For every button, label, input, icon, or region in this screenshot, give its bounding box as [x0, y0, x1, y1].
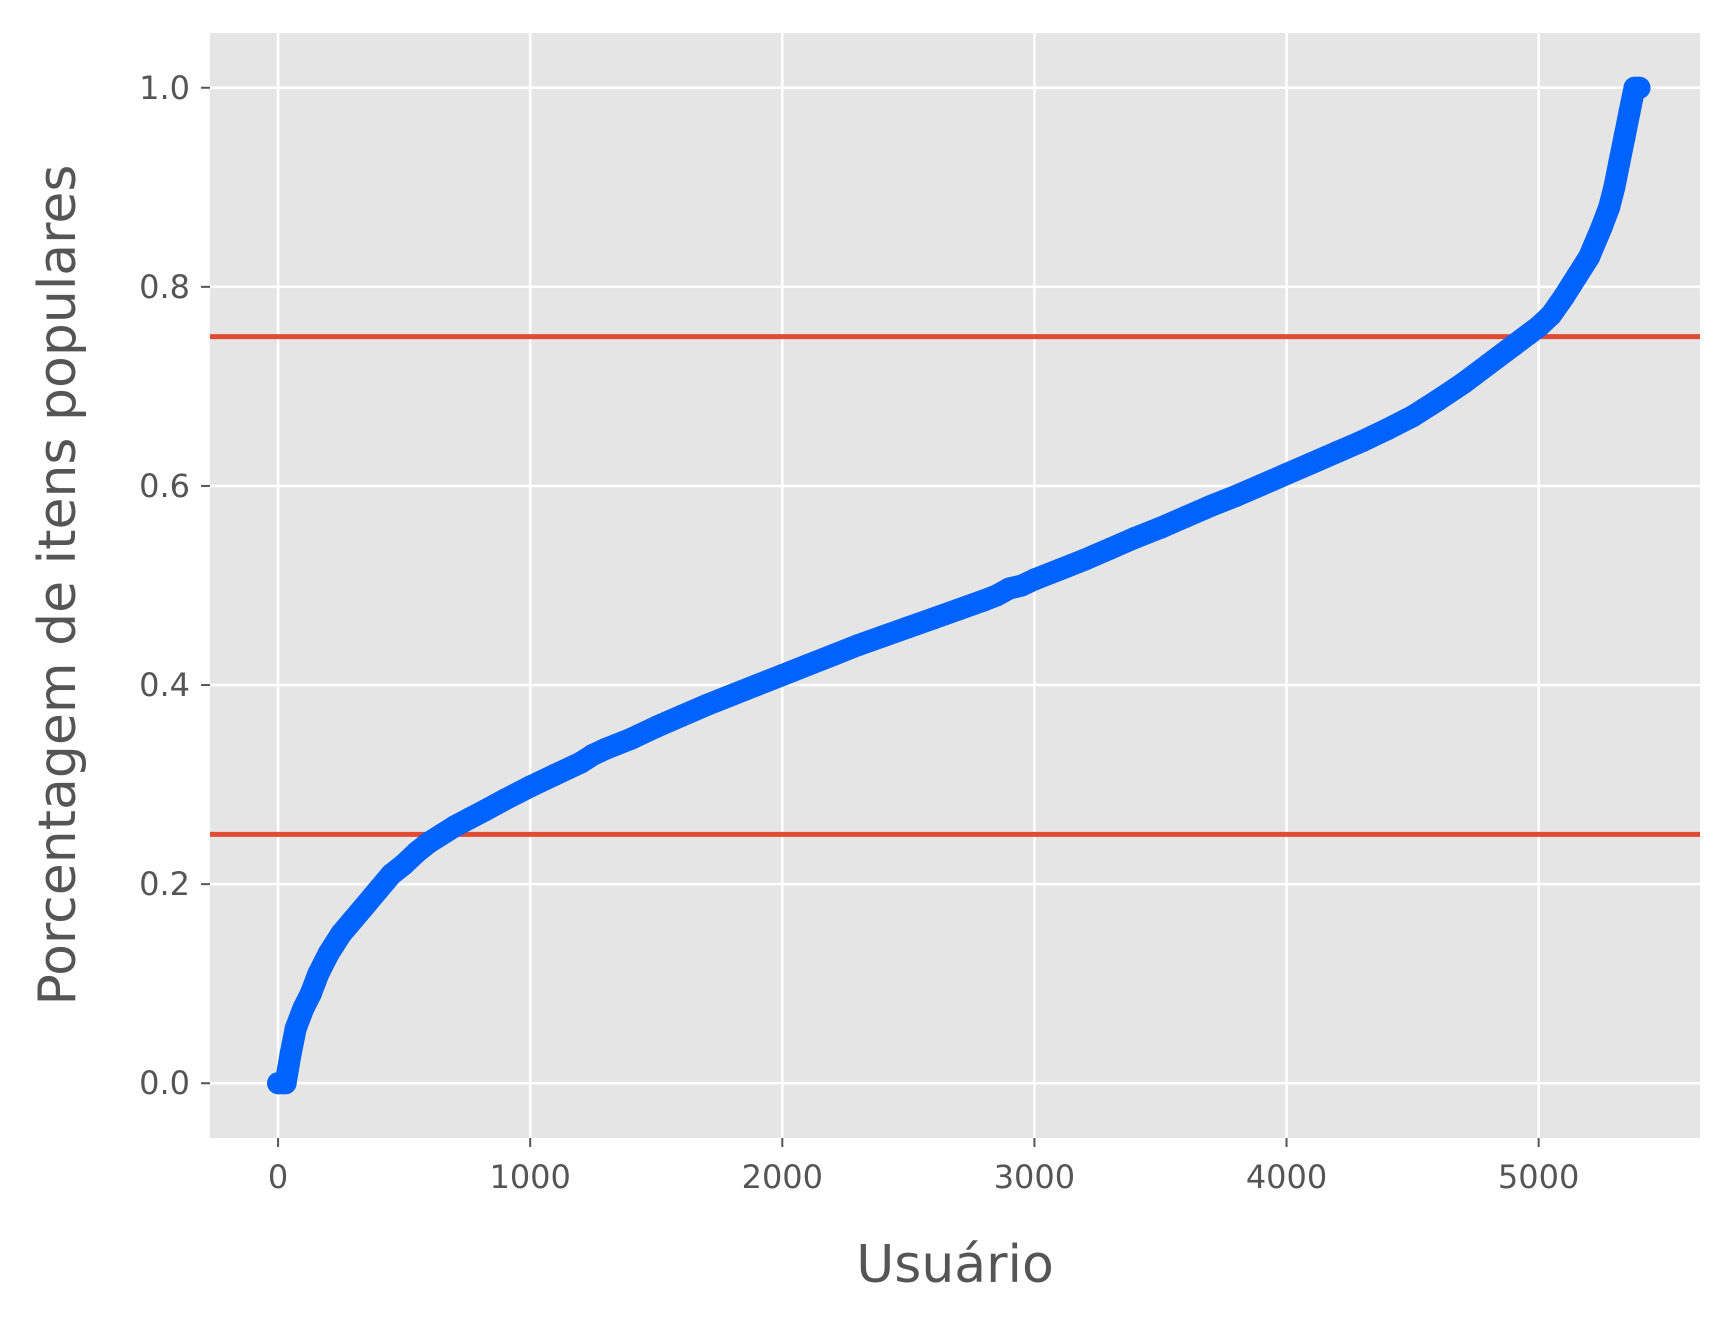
data-point [1613, 126, 1636, 149]
tick-labels: 0 1000 2000 3000 4000 5000 0.0 0.2 0.4 0.6 0.8 1.0 [139, 69, 1579, 1196]
data-point [1590, 216, 1613, 239]
data-point [1073, 548, 1096, 571]
data-point [746, 674, 769, 696]
data-point [1401, 405, 1424, 428]
x-tick-label: 3000 [994, 1158, 1075, 1196]
data-point [1225, 484, 1248, 507]
data-point [695, 694, 718, 716]
data-point [594, 737, 617, 760]
data-point [355, 893, 378, 916]
data-point [1376, 418, 1399, 441]
y-axis-title: Porcentagem de itens populares [28, 165, 88, 1006]
data-point [1048, 558, 1071, 581]
data-point [1552, 285, 1575, 308]
data-point [544, 763, 567, 786]
data-point [846, 634, 869, 657]
data-point [317, 942, 340, 965]
data-point [274, 1072, 297, 1095]
data-point [1628, 76, 1651, 99]
x-tick-label: 4000 [1246, 1158, 1327, 1196]
data-point [1326, 441, 1348, 464]
data-point [1099, 537, 1122, 560]
x-axis-title: Usuário [856, 1235, 1054, 1295]
x-tick-label: 0 [268, 1158, 288, 1196]
data-point [367, 878, 390, 901]
data-point [1565, 265, 1588, 288]
data-point [284, 1017, 307, 1040]
data-point [1477, 353, 1500, 376]
data-point [922, 607, 945, 630]
data-point [645, 715, 668, 738]
data-point [1351, 430, 1374, 453]
data-point [1149, 516, 1172, 539]
data-point [1174, 505, 1197, 528]
data-point [1618, 101, 1641, 124]
data-point [519, 775, 542, 798]
data-point [720, 684, 743, 706]
data-series [267, 76, 1651, 1095]
data-point [330, 922, 353, 945]
grid-lines [210, 33, 1700, 1138]
data-point [1452, 372, 1474, 395]
data-point [1023, 568, 1046, 591]
data-point [494, 788, 516, 811]
data-point [1608, 151, 1631, 174]
y-tick-label: 0.8 [139, 268, 190, 306]
data-point [1124, 526, 1147, 549]
y-tick-label: 0.0 [139, 1064, 190, 1102]
data-point [1578, 246, 1601, 268]
data-point [897, 616, 920, 639]
y-tick-label: 1.0 [139, 69, 190, 107]
data-point [342, 908, 365, 930]
data-point [1250, 474, 1273, 496]
data-point [620, 727, 642, 750]
data-point [307, 962, 330, 985]
data-point [1275, 463, 1298, 485]
data-point [1540, 303, 1563, 326]
plot-background [210, 33, 1700, 1138]
data-point [299, 982, 322, 1005]
data-point [1300, 452, 1323, 475]
data-point [1502, 334, 1525, 357]
x-tick-label: 2000 [742, 1158, 823, 1196]
data-point [670, 704, 693, 727]
data-point [771, 664, 794, 687]
data-point [1603, 176, 1626, 199]
data-point [279, 1042, 302, 1065]
data-point [473, 799, 496, 822]
data-point [1426, 389, 1449, 412]
y-tick-label: 0.2 [139, 865, 190, 903]
data-point [872, 625, 895, 648]
x-tick-label: 5000 [1498, 1158, 1579, 1196]
x-tick-label: 1000 [489, 1158, 570, 1196]
data-point [796, 654, 819, 677]
y-tick-label: 0.6 [139, 467, 190, 505]
data-point [821, 644, 844, 667]
data-point [1598, 196, 1621, 219]
data-point [947, 598, 970, 621]
y-tick-label: 0.4 [139, 666, 190, 704]
data-point [1199, 494, 1222, 517]
